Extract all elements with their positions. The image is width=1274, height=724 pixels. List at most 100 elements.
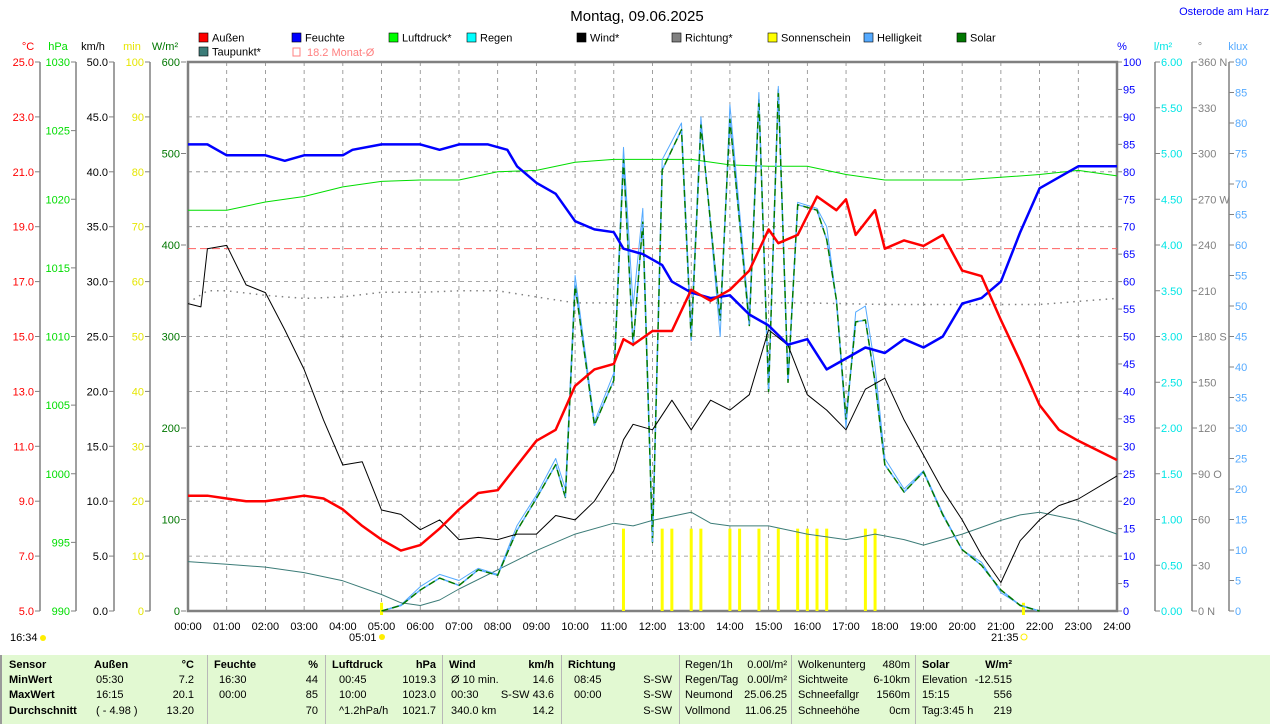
wind-axis-unit: km/h [81,41,105,53]
table-cell: 14.6 [532,674,554,686]
legend-label: Helligkeit [877,33,922,45]
brightness-tick-label: 45 [1235,332,1247,344]
pressure-tick-label: 1010 [46,332,70,344]
x-tick-label: 19:00 [910,621,938,633]
rain-tick-label: 5.50 [1161,103,1182,115]
column-divider [915,655,916,724]
sunshine-tick-label: 100 [126,57,144,69]
table-cell: Sensor [9,659,47,671]
legend-swatch [767,32,778,43]
table-cell: Vollmond [685,705,731,717]
legend-swatch [198,46,209,57]
direction-tick-label: 210 [1198,286,1216,298]
rain-tick-label: 0.00 [1161,606,1182,618]
table-cell: 0.00l/m² [747,674,787,686]
sunshine-bar [815,528,819,611]
legend-swatch [291,32,302,43]
x-tick-label: 17:00 [832,621,860,633]
temp-tick-label: 21.0 [13,167,34,179]
temp-tick-label: 11.0 [13,441,34,453]
sunshine-bar [757,528,761,611]
series-lines [187,85,1118,612]
brightness-tick-label: 15 [1235,515,1247,527]
table-cell: 480m [882,659,910,671]
legend-swatch [863,32,874,43]
table-cell: S-SW [643,689,672,701]
table-cell: 00:00 [219,689,247,701]
x-tick-label: 12:00 [639,621,667,633]
sunshine-bar [380,602,384,615]
table-cell: 0cm [889,705,910,717]
sunshine-tick-label: 0 [138,606,144,618]
table-cell: Solar [922,659,950,671]
rain-tick-label: 1.00 [1161,515,1182,527]
brightness-tick-label: 20 [1235,484,1247,496]
humidity-tick-label: 30 [1123,441,1135,453]
x-tick-label: 15:00 [755,621,783,633]
direction-tick-label: 30 [1198,560,1210,572]
table-cell: 05:30 [96,674,124,686]
sunshine-tick-label: 80 [132,167,144,179]
pressure-axis-unit: hPa [48,41,68,53]
table-cell: 44 [305,674,318,686]
brightness-tick-label: 65 [1235,210,1247,222]
temp-tick-label: 19.0 [13,222,34,234]
sunshine-axis-unit: min [123,41,141,53]
table-cell: °C [181,659,194,671]
x-tick-label: 04:00 [329,621,357,633]
humidity-tick-label: 70 [1123,222,1135,234]
direction-tick-label: 150 [1198,377,1216,389]
sunshine-tick-label: 90 [132,112,144,124]
sunshine-bar [825,528,829,611]
x-tick-label: 23:00 [1065,621,1093,633]
table-cell: hPa [415,659,436,671]
direction-tick-label: 0 N [1198,606,1215,618]
legend-swatch [466,32,477,43]
table-cell: Neumond [685,689,733,701]
table-cell: km/h [528,659,554,671]
humidity-tick-label: 10 [1123,551,1135,563]
table-cell: S-SW [643,674,672,686]
table-cell: Schneehöhe [798,705,860,717]
x-tick-label: 03:00 [290,621,318,633]
legend-swatch [576,32,587,43]
temp-axis-unit: °C [22,41,34,53]
pressure-tick-label: 1015 [46,263,70,275]
statistics-table: Sensor Außen °C Feuchte% Luftdruck hPa Wind km/… [0,655,1270,724]
table-cell: S-SW 43.6 [500,689,554,701]
rain-tick-label: 1.50 [1161,469,1182,481]
table-cell: Tag:3:45 h [922,705,974,717]
column-divider [791,655,792,724]
sunshine-bar [863,528,867,611]
brightness-tick-label: 10 [1235,545,1247,557]
brightness-tick-label: 70 [1235,179,1247,191]
temp-tick-label: 17.0 [13,277,34,289]
column-divider [679,655,680,724]
direction-tick-label: 360 N [1198,57,1227,69]
sunshine-tick-label: 40 [132,386,144,398]
table-cell: MinWert [9,674,53,686]
direction-tick-label: 120 [1198,423,1216,435]
table-cell: 14.2 [532,705,554,717]
x-tick-label: 00:00 [174,621,202,633]
legend-swatch [388,32,399,43]
series-solar-line-overlay [381,88,1040,612]
table-cell: 10:00 [339,689,367,701]
humidity-tick-label: 45 [1123,359,1135,371]
humidity-tick-label: 20 [1123,496,1135,508]
table-cell: 1023.0 [402,689,436,701]
table-cell: W/m² [985,659,1012,671]
series-außen-line [188,195,1118,552]
rain-tick-label: 6.00 [1161,57,1182,69]
humidity-tick-label: 90 [1123,112,1135,124]
wind-tick-label: 30.0 [87,277,108,289]
rain-axis-unit: l/m² [1154,41,1173,53]
legend-swatch [956,32,967,43]
column-divider [325,655,326,724]
series-feuchte-line [188,143,1117,371]
solar-tick-label: 200 [162,423,180,435]
legend-label: Taupunkt* [212,47,262,59]
table-cell: 08:45 [574,674,602,686]
x-tick-label: 18:00 [871,621,899,633]
x-tick-label: 02:00 [252,621,280,633]
